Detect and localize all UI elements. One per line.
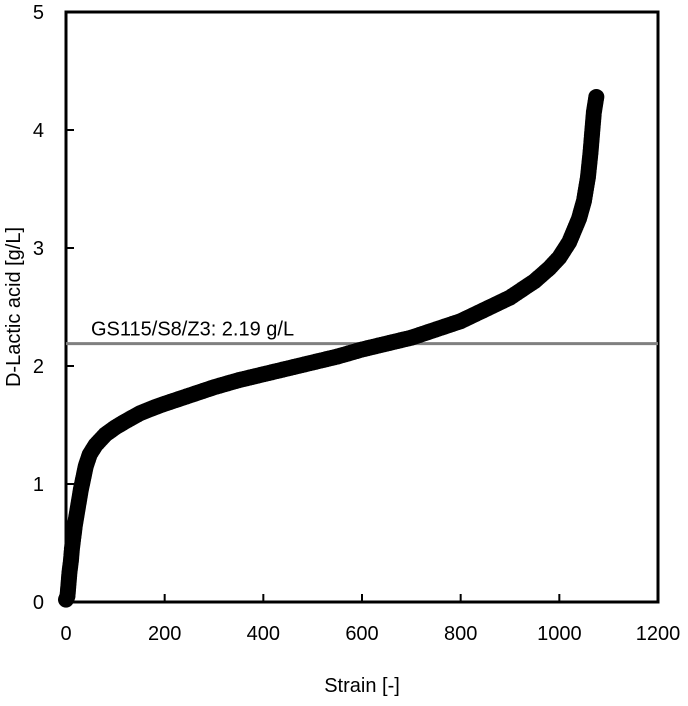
plot-area-frame <box>64 10 660 604</box>
y-tick-label: 1 <box>33 474 44 496</box>
x-tick-label: 1000 <box>537 623 582 645</box>
y-tick-label: 5 <box>33 2 44 24</box>
x-tick-label: 800 <box>444 623 477 645</box>
x-tick-label: 200 <box>148 623 181 645</box>
y-tick-label: 4 <box>33 120 44 142</box>
x-tick-label: 0 <box>60 623 71 645</box>
reference-line-label: GS115/S8/Z3: 2.19 g/L <box>91 319 294 341</box>
reference-line-group: GS115/S8/Z3: 2.19 g/L <box>66 319 658 346</box>
y-axis-label: D-Lactic acid [g/L] <box>3 227 25 387</box>
y-tick-label: 0 <box>33 592 44 614</box>
x-axis-ticks: 0 200 400 600 800 1000 1200 <box>60 594 680 645</box>
x-axis-label: Strain [-] <box>324 675 400 697</box>
x-tick-label: 400 <box>247 623 280 645</box>
x-tick-label: 600 <box>345 623 378 645</box>
y-axis-ticks: 0 1 2 3 4 5 <box>33 2 74 614</box>
y-tick-label: 3 <box>33 238 44 260</box>
data-point <box>588 88 605 105</box>
y-tick-label: 2 <box>33 356 44 378</box>
x-tick-label: 1200 <box>636 623 681 645</box>
data-points <box>58 88 605 608</box>
